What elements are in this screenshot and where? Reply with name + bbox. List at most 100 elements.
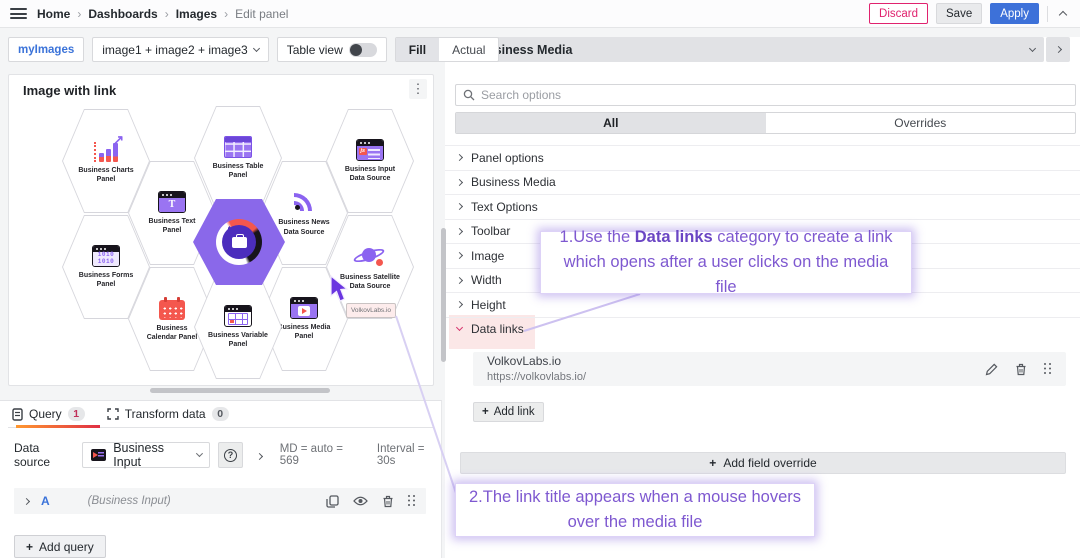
variable-tag-button[interactable]: myImages [8,37,85,62]
query-options-stats: MD = auto = 569 Interval = 30s [280,443,441,467]
tab-transform-label: Transform data [124,407,206,421]
interval-stat: Interval = 30s [376,443,425,467]
drag-link-handle-icon[interactable] [1044,363,1052,375]
add-link-label: Add link [493,406,535,418]
chevron-right-icon [455,154,464,162]
add-field-override-button[interactable]: + Add field override [460,452,1066,474]
duplicate-icon[interactable] [326,494,339,508]
category-toolbar[interactable]: Toolbar [445,218,1080,244]
breadcrumb-separator: › [224,6,229,21]
drag-handle-icon[interactable] [408,495,416,507]
data-link-item[interactable]: VolkovLabs.io https://volkovlabs.io/ [473,352,1066,386]
breadcrumb-images[interactable]: Images [175,6,218,21]
header-actions: Discard Save Apply [869,3,1070,24]
category-panel-options[interactable]: Panel options [445,145,1080,170]
datasource-label: Data source [14,441,51,469]
chevron-right-icon [455,252,464,260]
delete-link-trash-icon[interactable] [1015,363,1027,376]
input-datasource-icon: js [356,138,384,161]
chevron-right-icon[interactable] [255,448,263,462]
edit-link-pencil-icon[interactable] [985,363,998,376]
chevron-down-icon [195,450,203,457]
breadcrumb: Home › Dashboards › Images › Edit panel [37,7,288,21]
category-data-links[interactable]: Data links [445,316,1080,342]
tab-query-label: Query [29,407,62,421]
chevron-right-icon [455,178,464,186]
chevron-right-icon [455,203,464,211]
active-tab-underline [16,425,100,428]
chevron-down-icon [455,324,464,332]
data-link-title: VolkovLabs.io [487,354,562,369]
query-tabs: Query 1 Transform data 0 [8,401,434,428]
data-link-url: https://volkovlabs.io/ [487,370,587,383]
table-view-control: Table view [276,37,387,62]
breadcrumb-home[interactable]: Home [37,6,71,21]
image-variable-select[interactable]: image1 + image2 + image3 [92,37,269,62]
options-group-business-media[interactable]: Business Media [449,37,1044,62]
fill-option[interactable]: Fill [395,38,440,61]
options-search-input[interactable] [481,88,1068,102]
panel-menu-icon[interactable]: ⋮ [409,79,427,99]
plus-icon: + [26,539,34,554]
calendar-icon [159,296,185,320]
expand-query-icon[interactable] [22,497,31,505]
tab-transform-data[interactable]: Transform data 0 [106,401,229,427]
volkovlabs-logo-icon [216,219,262,265]
tab-query[interactable]: Query 1 [12,401,100,428]
transform-count-badge: 0 [211,407,229,421]
discard-button[interactable]: Discard [869,3,928,24]
hexagon-business-forms: 1010 1010 Business Forms Panel [62,215,150,319]
table-view-label: Table view [286,42,343,57]
query-section: Query 1 Transform data 0 Data source Bus… [0,400,442,558]
breadcrumb-separator: › [77,6,82,21]
data-link-actions [985,363,1052,376]
horizontal-scrollbar[interactable] [150,388,330,393]
link-hover-tooltip: VolkovLabs.io [346,303,396,318]
hide-query-eye-icon[interactable] [353,496,368,506]
menu-icon[interactable] [10,8,27,19]
max-data-points-stat: MD = auto = 569 [279,443,343,467]
hexagon-business-charts: ↗ Business Charts Panel [62,109,150,213]
options-group-title: Business Media [478,42,573,57]
query-datasource-hint: (Business Input) [87,495,171,507]
tab-overrides[interactable]: Overrides [894,116,947,130]
delete-query-trash-icon[interactable] [382,495,394,508]
datasource-row: Data source Business Input ? MD = auto =… [14,441,441,469]
image-variable-value: image1 + image2 + image3 [102,42,248,57]
hexagon-volkovlabs-logo [193,199,285,285]
apply-button[interactable]: Apply [990,3,1039,24]
satellite-icon [352,243,386,269]
transform-icon [106,408,119,420]
category-text-options[interactable]: Text Options [445,194,1080,219]
datasource-select[interactable]: Business Input [82,441,211,469]
hexagon-business-input: js Business Input Data Source [326,109,414,213]
table-view-toggle[interactable] [348,42,377,57]
rss-icon [291,189,317,214]
add-query-button[interactable]: + Add query [14,535,106,558]
options-filter-tabs: All Overrides [455,112,1076,134]
mouse-cursor-icon [330,275,349,302]
fill-actual-group: Fill Actual [394,37,500,62]
chevron-right-icon [455,227,464,235]
plus-icon: + [482,406,489,418]
vertical-scrollbar[interactable] [441,228,446,362]
breadcrumb-dashboards[interactable]: Dashboards [88,6,158,21]
chevron-up-icon[interactable] [1056,7,1070,21]
panel-toolbar: myImages image1 + image2 + image3 Table … [8,37,500,62]
chevron-down-icon [252,44,260,52]
query-row-a[interactable]: A (Business Input) [14,488,426,514]
add-query-label: Add query [39,539,94,554]
options-header: Business Media [449,37,1070,62]
query-ref-id: A [41,494,50,508]
media-panel-icon [290,296,318,319]
collapse-pane-button[interactable] [1046,37,1070,62]
tab-all[interactable]: All [456,113,766,133]
annotation-note-2: 2.The link title appears when a mouse ho… [455,483,815,537]
business-input-icon [91,449,107,461]
save-button[interactable]: Save [936,3,983,24]
category-business-media[interactable]: Business Media [445,169,1080,195]
add-override-label: Add field override [723,456,817,470]
datasource-help-button[interactable]: ? [218,442,243,468]
add-link-button[interactable]: + Add link [473,402,544,422]
actual-option[interactable]: Actual [452,42,486,57]
